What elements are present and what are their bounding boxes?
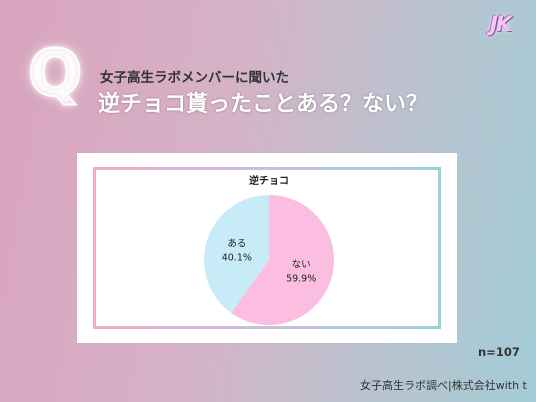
pie-chart: 逆チョコ ない 59.9% ある 40.1% (204, 174, 334, 325)
jk-logo: JK (490, 12, 512, 36)
slice-label-0: ない (292, 259, 311, 270)
pie-labels: ない 59.9% ある 40.1% (222, 239, 317, 285)
source-credit: 女子高生ラボ調べ|株式会社with t (360, 379, 527, 392)
q-mark-icon: Q (27, 41, 84, 112)
chart-title: 逆チョコ (249, 174, 289, 187)
slice-value-0: 59.9% (286, 273, 316, 284)
q-mark-glyph: Q (27, 37, 83, 111)
sample-size: n=107 (478, 345, 520, 359)
slice-value-1: 40.1% (222, 253, 252, 264)
slice-label-1: ある (227, 239, 246, 250)
page-subtitle: 女子高生ラボメンバーに聞いた (100, 70, 289, 86)
pie-slice-1 (204, 195, 269, 313)
page-title: 逆チョコ貰ったことある？ない？ (98, 92, 429, 117)
pie-slices (204, 195, 334, 325)
pie-slice-0 (231, 195, 334, 325)
chart-card: 逆チョコ ない 59.9% ある 40.1% (77, 153, 457, 343)
